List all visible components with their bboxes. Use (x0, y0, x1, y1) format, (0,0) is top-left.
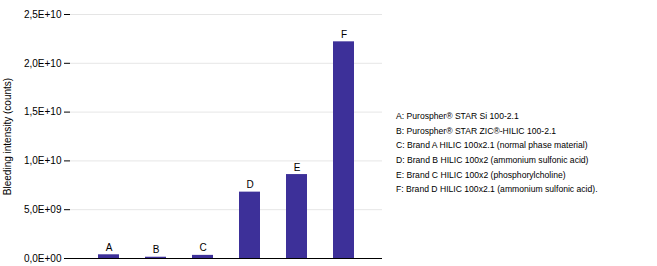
svg-text:Bleeding intensity (counts): Bleeding intensity (counts) (2, 78, 13, 195)
html-text:F: Brand D HILIC 100x2.1 (ammo: F: Brand D HILIC 100x2.1 (ammonium sulfo… (396, 184, 598, 195)
svg-text:B: B (153, 244, 160, 255)
svg-text:1,0E+10: 1,0E+10 (24, 155, 62, 166)
svg-text:1,5E+10: 1,5E+10 (24, 106, 62, 117)
svg-text:5,0E+09: 5,0E+09 (24, 204, 62, 215)
html-text:B: Purospher® STAR ZIC®-HILIC: B: Purospher® STAR ZIC®-HILIC 100-2.1 (396, 125, 557, 136)
svg-text:D: D (246, 179, 253, 190)
html-text:C: Brand A HILIC 100x2.1 (norm: C: Brand A HILIC 100x2.1 (normal phase m… (396, 140, 588, 151)
html-text:D: Brand B HILIC 100x2 (ammoni: D: Brand B HILIC 100x2 (ammonium sulfoni… (396, 155, 589, 165)
html-text:A: Purospher® STAR Si 100-2.1: A: Purospher® STAR Si 100-2.1 (396, 111, 519, 122)
svg-text:2,5E+10: 2,5E+10 (24, 9, 62, 20)
svg-text:F: F (341, 29, 347, 40)
svg-text:A: A (106, 242, 113, 253)
svg-text:0,0E+00: 0,0E+00 (24, 253, 62, 264)
svg-text:C: C (199, 242, 206, 253)
svg-text:2,0E+10: 2,0E+10 (24, 58, 62, 69)
html-text:E: Brand C HILIC 100x2 (phosph: E: Brand C HILIC 100x2 (phosphorylcholin… (396, 169, 566, 180)
svg-text:E: E (294, 162, 301, 173)
